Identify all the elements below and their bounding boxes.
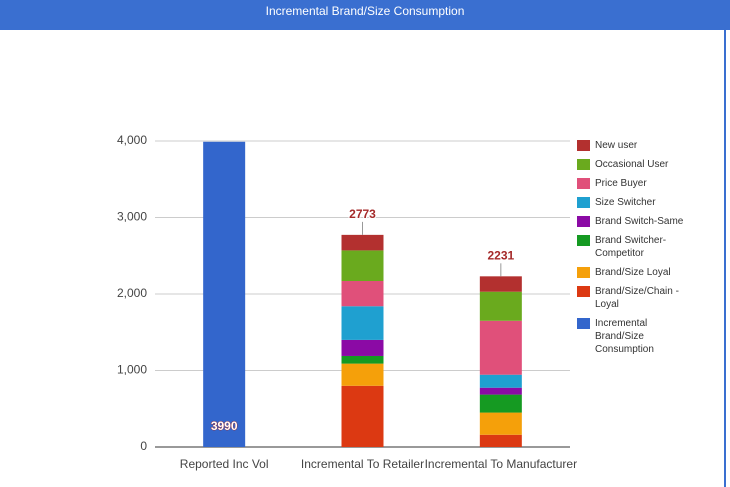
bar-segment bbox=[479, 320, 522, 375]
header: Incremental Brand/Size Consumption bbox=[0, 0, 730, 30]
legend-item: Brand Switcher-Competitor bbox=[577, 234, 697, 260]
y-tick-label: 0 bbox=[140, 439, 147, 453]
legend-item: Price Buyer bbox=[577, 177, 697, 190]
legend-item: Incremental Brand/Size Consumption bbox=[577, 317, 697, 356]
legend-label: Brand Switcher-Competitor bbox=[595, 235, 667, 259]
bar-segment bbox=[341, 355, 384, 364]
bar-segment bbox=[341, 385, 384, 447]
bar-segment bbox=[479, 291, 522, 321]
chart-title: Incremental Brand/Size Consumption bbox=[265, 4, 465, 18]
y-tick-label: 1,000 bbox=[117, 363, 147, 377]
legend-swatch bbox=[577, 286, 590, 297]
legend-label: Brand Switch-Same bbox=[595, 216, 684, 227]
bar-segment bbox=[479, 434, 522, 447]
bar-segment bbox=[341, 306, 384, 340]
legend-swatch bbox=[577, 178, 590, 189]
legend-swatch bbox=[577, 318, 590, 329]
legend-label: Incremental Brand/Size Consumption bbox=[595, 318, 654, 355]
legend-label: Brand/Size Loyal bbox=[595, 267, 671, 278]
legend-item: Brand/Size/Chain - Loyal bbox=[577, 285, 697, 311]
legend-label: New user bbox=[595, 140, 638, 151]
legend-swatch bbox=[577, 197, 590, 208]
legend-swatch bbox=[577, 140, 590, 151]
legend-item: Brand/Size Loyal bbox=[577, 266, 697, 279]
legend-item: New user bbox=[577, 139, 697, 152]
legend-label: Size Switcher bbox=[595, 197, 656, 208]
bar-segment bbox=[341, 363, 384, 386]
x-tick-label: Reported Inc Vol bbox=[180, 457, 269, 471]
bar-segment bbox=[479, 374, 522, 388]
legend-swatch bbox=[577, 267, 590, 278]
legend-swatch bbox=[577, 159, 590, 170]
x-tick-label: Incremental To Retailer bbox=[301, 457, 424, 471]
y-tick-label: 3,000 bbox=[117, 210, 147, 224]
y-tick-label: 4,000 bbox=[117, 133, 147, 147]
frame-edge bbox=[724, 30, 726, 487]
bar-segment bbox=[479, 387, 522, 395]
bar-segment bbox=[479, 412, 522, 435]
legend-label: Occasional User bbox=[595, 159, 669, 170]
legend: New user Occasional User Price Buyer Size S… bbox=[577, 139, 697, 362]
total-label: 3990 bbox=[211, 419, 238, 433]
bar-segment bbox=[341, 250, 384, 281]
y-tick-label: 2,000 bbox=[117, 286, 147, 300]
legend-item: Occasional User bbox=[577, 158, 697, 171]
total-label: 2231 bbox=[487, 249, 514, 263]
bar-segment bbox=[341, 280, 384, 307]
x-tick-label: Incremental To Manufacturer bbox=[425, 457, 578, 471]
legend-item: Brand Switch-Same bbox=[577, 215, 697, 228]
legend-item: Size Switcher bbox=[577, 196, 697, 209]
legend-label: Price Buyer bbox=[595, 178, 647, 189]
legend-label: Brand/Size/Chain - Loyal bbox=[595, 286, 679, 310]
bar-segment bbox=[479, 394, 522, 413]
bar-segment bbox=[341, 234, 384, 251]
bar-segment bbox=[479, 276, 522, 292]
total-label: 2773 bbox=[349, 207, 376, 221]
legend-swatch bbox=[577, 216, 590, 227]
bar-segment bbox=[341, 339, 384, 356]
bar-segment bbox=[203, 141, 246, 447]
legend-swatch bbox=[577, 235, 590, 246]
